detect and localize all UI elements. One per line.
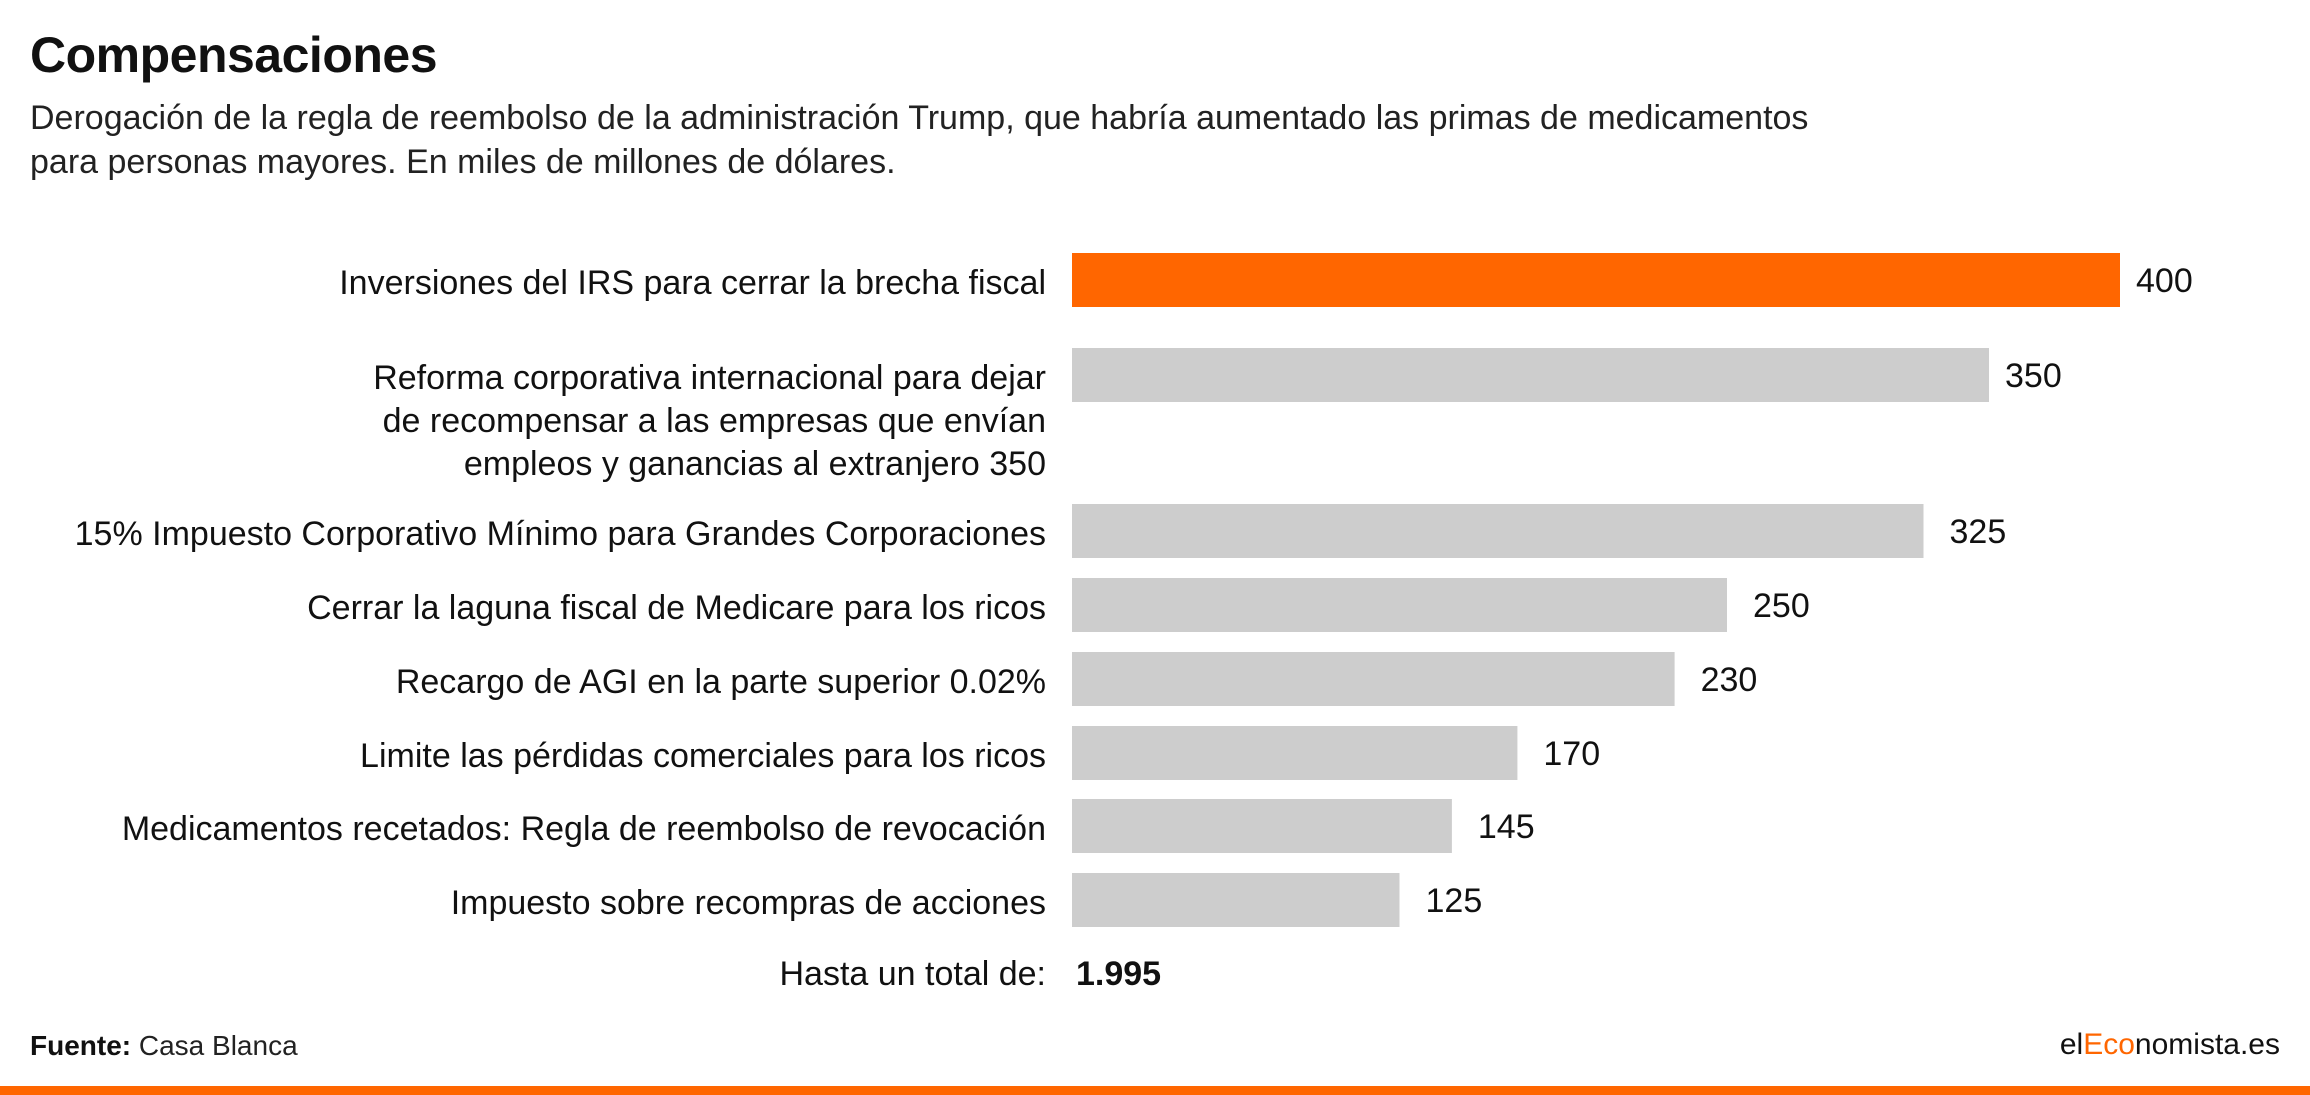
chart-title: Compensaciones bbox=[30, 27, 438, 83]
data-label: 325 bbox=[1950, 513, 2007, 551]
bar bbox=[1072, 348, 1989, 402]
data-label: 400 bbox=[2136, 262, 2193, 300]
total-value: 1.995 bbox=[1076, 955, 1161, 993]
total-label: Hasta un total de: bbox=[779, 955, 1046, 993]
brand-accent: Eco bbox=[2083, 1028, 2135, 1061]
subtitle-line: para personas mayores. En miles de millo… bbox=[30, 143, 896, 181]
category-label: Reforma corporativa internacional para d… bbox=[373, 359, 1046, 397]
brand-logo: elEconomista.es bbox=[2060, 1028, 2280, 1062]
data-label: 170 bbox=[1543, 735, 1600, 773]
category-label: de recompensar a las empresas que envían bbox=[383, 402, 1046, 440]
bar bbox=[1072, 652, 1675, 706]
data-label: 230 bbox=[1701, 661, 1758, 699]
category-label: empleos y ganancias al extranjero 350 bbox=[464, 445, 1046, 483]
bottom-accent-bar bbox=[0, 1086, 2310, 1095]
source-value: Casa Blanca bbox=[138, 1030, 298, 1061]
bar bbox=[1072, 504, 1924, 558]
subtitle-line: Derogación de la regla de reembolso de l… bbox=[30, 99, 1809, 137]
category-label: Limite las pérdidas comerciales para los… bbox=[360, 737, 1046, 775]
bar bbox=[1072, 578, 1727, 632]
bar bbox=[1072, 726, 1518, 780]
brand-suffix: nomista.es bbox=[2134, 1028, 2280, 1061]
category-label: Recargo de AGI en la parte superior 0.02… bbox=[396, 663, 1046, 701]
bar bbox=[1072, 799, 1452, 853]
category-label: Cerrar la laguna fiscal de Medicare para… bbox=[307, 589, 1046, 627]
chart-subtitle: Derogación de la regla de reembolso de l… bbox=[30, 96, 1930, 184]
data-label: 250 bbox=[1753, 587, 1810, 625]
source-note: Fuente: Casa Blanca bbox=[30, 1030, 298, 1062]
data-label: 350 bbox=[2005, 357, 2062, 395]
bar-chart: 400 Inversiones del IRS para cerrar la br… bbox=[75, 253, 2193, 993]
data-label: 125 bbox=[1426, 882, 1483, 920]
data-label: 145 bbox=[1478, 808, 1535, 846]
bar bbox=[1072, 873, 1400, 927]
brand-prefix: el bbox=[2059, 1028, 2084, 1061]
source-label: Fuente: bbox=[30, 1030, 132, 1061]
category-label: Medicamentos recetados: Regla de reembol… bbox=[122, 810, 1046, 848]
category-label: Impuesto sobre recompras de acciones bbox=[451, 884, 1046, 922]
bar bbox=[1072, 253, 2120, 307]
category-label: Inversiones del IRS para cerrar la brech… bbox=[339, 264, 1046, 302]
category-label: 15% Impuesto Corporativo Mínimo para Gra… bbox=[75, 515, 1046, 553]
